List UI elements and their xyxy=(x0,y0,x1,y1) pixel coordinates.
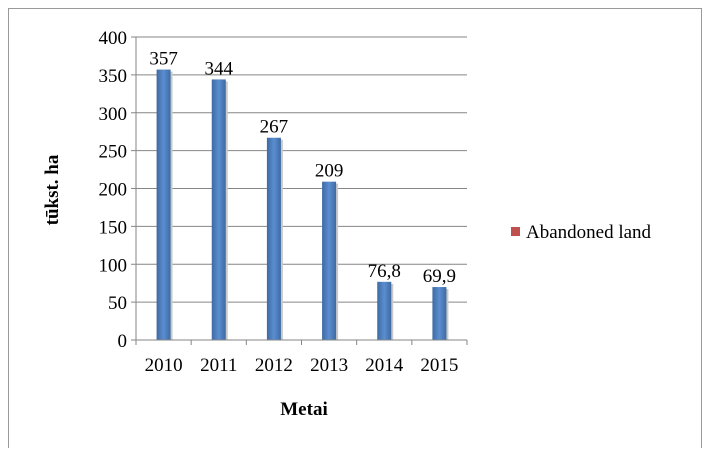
x-tick-label: 2013 xyxy=(310,355,348,376)
x-tick-label: 2010 xyxy=(145,355,183,376)
y-tick-label: 200 xyxy=(99,180,128,201)
bar-2011 xyxy=(211,79,226,341)
data-label: 357 xyxy=(149,49,178,70)
bar-2012 xyxy=(266,137,281,340)
x-tick-label: 2014 xyxy=(365,355,404,376)
legend-label: Abandoned land xyxy=(526,222,652,243)
bar-2010 xyxy=(156,69,171,340)
y-tick-label: 150 xyxy=(99,217,128,238)
x-tick-label: 2011 xyxy=(200,355,237,376)
data-label: 344 xyxy=(205,58,234,79)
chart-frame xyxy=(8,8,702,448)
data-label: 209 xyxy=(315,161,344,182)
y-tick-label: 0 xyxy=(118,331,128,352)
legend: Abandoned land xyxy=(511,222,652,243)
y-tick-label: 300 xyxy=(99,104,128,125)
x-tick-label: 2015 xyxy=(420,355,458,376)
y-tick-label: 50 xyxy=(108,293,127,314)
y-tick-label: 100 xyxy=(99,255,128,276)
legend-marker xyxy=(511,227,520,236)
bar-2013 xyxy=(322,181,337,340)
data-label: 69,9 xyxy=(423,266,456,287)
y-tick-label: 350 xyxy=(99,66,128,87)
bar-2014 xyxy=(377,281,392,340)
data-label: 76,8 xyxy=(368,261,401,282)
bar-2015 xyxy=(432,287,447,340)
data-label: 267 xyxy=(260,117,289,138)
x-axis-title: Metai xyxy=(280,399,327,420)
y-tick-label: 250 xyxy=(99,142,128,163)
y-axis-title: tūkst. ha xyxy=(42,154,63,225)
y-tick-label: 400 xyxy=(99,28,128,49)
x-tick-label: 2012 xyxy=(255,355,293,376)
